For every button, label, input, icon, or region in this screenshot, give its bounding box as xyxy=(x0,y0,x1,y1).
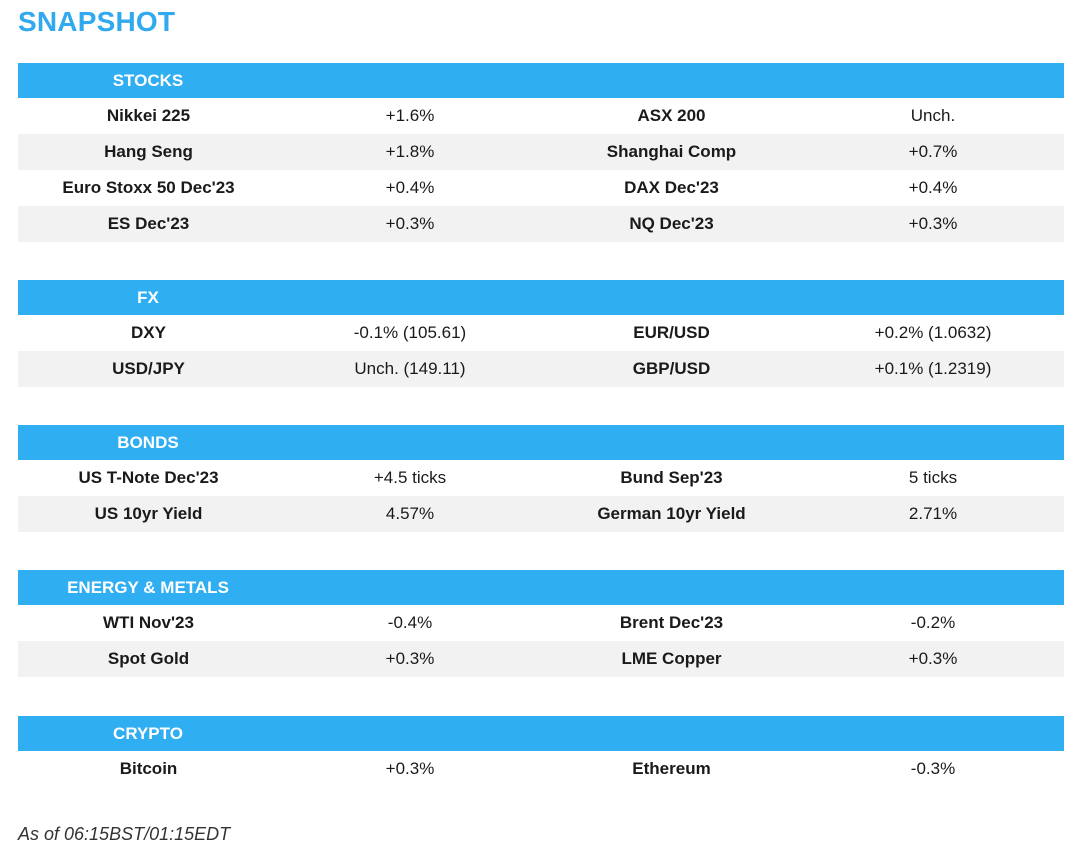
instrument-name: Brent Dec'23 xyxy=(619,613,724,632)
table-row: USD/JPY Unch. (149.11) GBP/USD +0.1% (1.… xyxy=(18,351,1064,387)
table-row: Bitcoin +0.3% Ethereum -0.3% xyxy=(18,751,1064,787)
instrument-name: Nikkei 225 xyxy=(106,106,191,125)
instrument-name: German 10yr Yield xyxy=(597,504,746,523)
instrument-change: -0.4% xyxy=(387,613,433,632)
table-row: Euro Stoxx 50 Dec'23 +0.4% DAX Dec'23 +0… xyxy=(18,170,1064,206)
instrument-name: Shanghai Comp xyxy=(606,142,737,161)
instrument-change: +0.4% xyxy=(908,178,958,197)
instrument-name: US T-Note Dec'23 xyxy=(78,468,219,487)
section-header: ENERGY & METALS xyxy=(18,570,1064,605)
section-header-label: BONDS xyxy=(117,433,179,452)
table-row: US T-Note Dec'23 +4.5 ticks Bund Sep'23 … xyxy=(18,460,1064,496)
table-row: DXY -0.1% (105.61) EUR/USD +0.2% (1.0632… xyxy=(18,315,1064,351)
section-bonds: BONDS US T-Note Dec'23 +4.5 ticks Bund S… xyxy=(18,425,1064,532)
instrument-change: +0.1% (1.2319) xyxy=(874,359,992,378)
section-header-label: FX xyxy=(137,288,159,307)
section-header: FX xyxy=(18,280,1064,315)
instrument-change: -0.3% xyxy=(910,759,956,778)
instrument-change: +1.6% xyxy=(385,106,435,125)
section-crypto: CRYPTO Bitcoin +0.3% Ethereum -0.3% xyxy=(18,716,1064,787)
instrument-change: +0.3% xyxy=(385,649,435,668)
page-title: SNAPSHOT xyxy=(18,6,176,37)
instrument-name: USD/JPY xyxy=(112,359,185,378)
instrument-name: US 10yr Yield xyxy=(94,504,203,523)
instrument-name: LME Copper xyxy=(621,649,722,668)
section-header: STOCKS xyxy=(18,63,1064,98)
table-row: US 10yr Yield 4.57% German 10yr Yield 2.… xyxy=(18,496,1064,532)
timestamp-footer: As of 06:15BST/01:15EDT xyxy=(18,824,231,844)
instrument-name: Bitcoin xyxy=(119,759,178,778)
table-row: Hang Seng +1.8% Shanghai Comp +0.7% xyxy=(18,134,1064,170)
instrument-change: 5 ticks xyxy=(908,468,958,487)
instrument-change: -0.1% (105.61) xyxy=(353,323,467,342)
instrument-change: 2.71% xyxy=(908,504,958,523)
table-row: ES Dec'23 +0.3% NQ Dec'23 +0.3% xyxy=(18,206,1064,242)
table-row: Spot Gold +0.3% LME Copper +0.3% xyxy=(18,641,1064,677)
instrument-name: GBP/USD xyxy=(632,359,711,378)
section-header: CRYPTO xyxy=(18,716,1064,751)
instrument-name: Bund Sep'23 xyxy=(620,468,723,487)
section-header-label: ENERGY & METALS xyxy=(67,578,229,597)
section-fx: FX DXY -0.1% (105.61) EUR/USD +0.2% (1.0… xyxy=(18,280,1064,387)
instrument-name: Euro Stoxx 50 Dec'23 xyxy=(62,178,235,197)
instrument-change: +0.3% xyxy=(908,649,958,668)
section-header-label: CRYPTO xyxy=(113,724,183,743)
instrument-change: +0.7% xyxy=(908,142,958,161)
instrument-name: EUR/USD xyxy=(633,323,710,342)
section-stocks: STOCKS Nikkei 225 +1.6% ASX 200 Unch. Ha… xyxy=(18,63,1064,242)
instrument-name: WTI Nov'23 xyxy=(103,613,194,632)
instrument-change: -0.2% xyxy=(910,613,956,632)
instrument-name: ES Dec'23 xyxy=(107,214,190,233)
instrument-change: +1.8% xyxy=(385,142,435,161)
table-row: Nikkei 225 +1.6% ASX 200 Unch. xyxy=(18,98,1064,134)
instrument-change: Unch. xyxy=(910,106,956,125)
instrument-change: +0.3% xyxy=(385,759,435,778)
instrument-name: Hang Seng xyxy=(104,142,193,161)
instrument-name: Ethereum xyxy=(632,759,711,778)
table-row: WTI Nov'23 -0.4% Brent Dec'23 -0.2% xyxy=(18,605,1064,641)
instrument-change: +0.3% xyxy=(385,214,435,233)
instrument-change: +0.4% xyxy=(385,178,435,197)
section-header-label: STOCKS xyxy=(112,71,184,90)
section-header: BONDS xyxy=(18,425,1064,460)
instrument-name: DAX Dec'23 xyxy=(624,178,719,197)
instrument-name: DXY xyxy=(131,323,166,342)
instrument-name: NQ Dec'23 xyxy=(629,214,714,233)
section-energy-metals: ENERGY & METALS WTI Nov'23 -0.4% Brent D… xyxy=(18,570,1064,677)
instrument-name: ASX 200 xyxy=(637,106,706,125)
instrument-change: Unch. (149.11) xyxy=(354,359,466,378)
instrument-name: Spot Gold xyxy=(107,649,190,668)
instrument-change: +0.2% (1.0632) xyxy=(874,323,992,342)
instrument-change: 4.57% xyxy=(385,504,435,523)
instrument-change: +0.3% xyxy=(908,214,958,233)
instrument-change: +4.5 ticks xyxy=(373,468,447,487)
